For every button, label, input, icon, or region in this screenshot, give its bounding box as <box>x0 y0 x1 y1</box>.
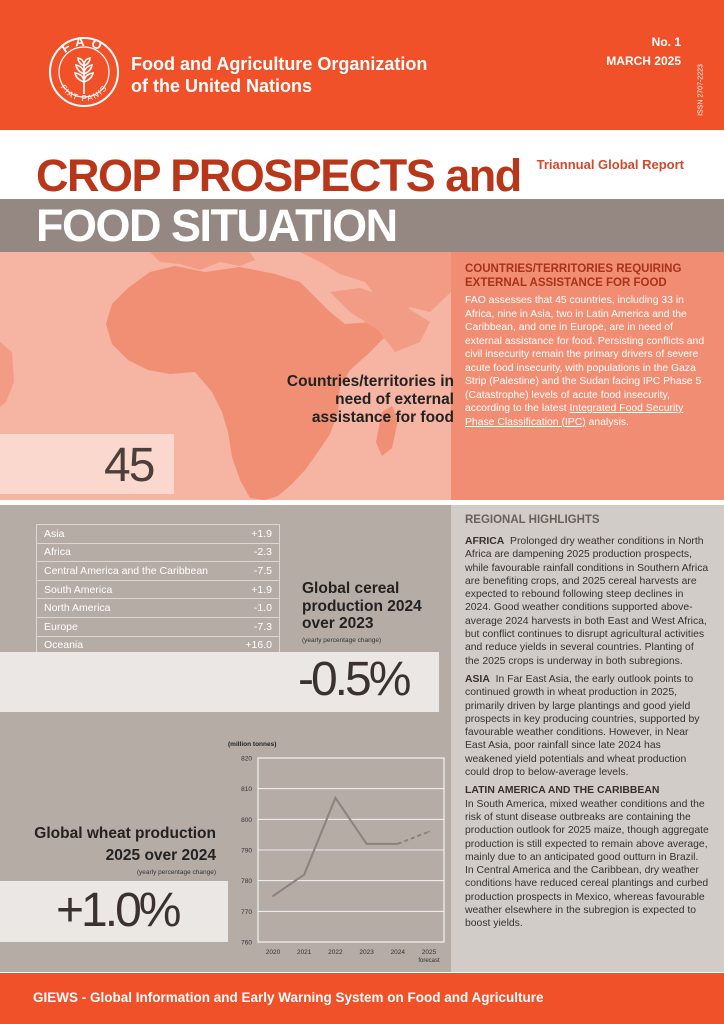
chart-x-tick-label: 2023 <box>359 949 374 956</box>
regional-lac: LATIN AMERICA AND THE CARIBBEAN In South … <box>465 784 709 930</box>
chart-y-axis-label: (million tonnes) <box>228 741 276 748</box>
title-band <box>0 199 724 252</box>
region-row: Asia +1.9 <box>36 524 281 544</box>
chart-y-tick-label: 810 <box>241 786 252 793</box>
issn-label: ISSN 2707-2223 <box>694 58 708 122</box>
region-row: Africa -2.3 <box>36 543 281 563</box>
section-divider <box>0 500 724 505</box>
chart-y-tick-label: 770 <box>241 909 252 916</box>
region-name: Europe <box>36 617 235 637</box>
org-name-line1: Food and Agriculture Organization <box>131 54 428 74</box>
footer-band <box>0 973 724 1024</box>
regional-body: AFRICA Prolonged dry weather conditions … <box>465 535 709 936</box>
chart-data-point <box>396 842 399 845</box>
wheat-heading-line1: Global wheat production <box>34 825 216 842</box>
region-value: -7.3 <box>234 617 281 637</box>
chart-data-point <box>272 895 274 897</box>
assistance-panel-title: COUNTRIES/TERRITORIES REQUIRING EXTERNAL… <box>465 263 682 289</box>
fao-logo-icon: FAO FIAT PANIS <box>49 36 119 107</box>
region-row: Central America and the Caribbean -7.5 <box>36 561 281 581</box>
svg-text:FAO: FAO <box>58 36 109 56</box>
cereal-heading: Global cereal production 2024 over 2023 <box>302 580 422 632</box>
cereal-value-band-left <box>0 652 36 712</box>
region-row: Europe -7.3 <box>36 617 281 637</box>
issue-info: No. 1 MARCH 2025 <box>606 33 681 71</box>
organization-name: Food and Agriculture Organization of the… <box>131 53 427 97</box>
assistance-text: FAO assesses that 45 countries, includin… <box>465 295 705 414</box>
chart-x-tick-label: 2020 <box>266 949 281 956</box>
asia-text: In Far East Asia, the early outlook poin… <box>465 673 700 779</box>
region-value: -2.3 <box>234 543 281 563</box>
region-value: -7.5 <box>234 561 281 581</box>
chart-data-point <box>334 796 337 799</box>
chart-data-point <box>365 842 368 845</box>
chart-y-tick-label: 760 <box>241 940 252 947</box>
chart-x-tick-label: 2025 <box>422 949 437 956</box>
wheat-note: (yearly percentage change) <box>136 869 216 876</box>
org-name-line2: of the United Nations <box>131 76 312 96</box>
wheat-heading-line2: 2025 over 2024 <box>105 847 216 864</box>
footer-text: GIEWS - Global Information and Early War… <box>33 990 544 1005</box>
region-row: North America -1.0 <box>36 598 281 618</box>
asia-label: ASIA <box>465 673 490 685</box>
cereal-value: -0.5% <box>298 653 411 706</box>
chart-y-tick-label: 820 <box>241 756 252 763</box>
region-name: South America <box>36 580 235 600</box>
header-band <box>0 0 724 130</box>
region-value: +1.9 <box>234 580 281 600</box>
africa-text: Prolonged dry weather conditions in Nort… <box>465 536 709 667</box>
chart-y-tick-label: 790 <box>241 848 252 855</box>
chart-x-tick-label: 2022 <box>328 949 343 956</box>
ipc-link[interactable]: Integrated Food Security Phase Classific… <box>465 403 684 428</box>
chart-series-line <box>272 795 398 897</box>
chart-y-tick-label: 780 <box>241 878 252 885</box>
wheat-value-band <box>0 881 228 942</box>
region-name: Central America and the Caribbean <box>36 561 235 581</box>
region-value: +1.9 <box>234 524 281 544</box>
footer-divider <box>0 972 724 973</box>
issn-text: ISSN 2707-2223 <box>697 64 705 116</box>
report-type: Triannual Global Report <box>536 157 684 172</box>
chart-y-tick-label: 800 <box>241 817 252 824</box>
africa-map-icon <box>0 252 451 500</box>
chart-x-tick-label: 2024 <box>391 949 406 956</box>
assistance-text-panel <box>451 252 724 500</box>
chart-x-tick-sublabel: forecast <box>418 958 440 964</box>
regional-highlights-panel <box>451 500 724 972</box>
wheat-chart: 760 770 780 790 800 810 820 (million tonnes) 202… <box>228 741 445 964</box>
title-line2: FOOD SITUATION <box>36 200 398 251</box>
assistance-value: 45 <box>104 439 155 492</box>
assistance-heading: Countries/territories in need of externa… <box>286 373 454 426</box>
assistance-text-tail: analysis. <box>585 416 630 428</box>
africa-label: AFRICA <box>465 536 505 547</box>
assistance-value-box <box>0 434 174 494</box>
region-name: North America <box>36 598 235 618</box>
lac-label: LATIN AMERICA AND THE CARIBBEAN <box>465 785 660 797</box>
cereal-value-band <box>36 652 439 712</box>
chart-x-tick-label: 2021 <box>297 949 312 956</box>
region-name: Africa <box>36 543 235 563</box>
region-name: Asia <box>36 524 235 544</box>
wheat-heading: Global wheat production 2025 over 2024 <box>0 823 216 867</box>
chart-data-point <box>303 873 306 876</box>
regional-africa: AFRICA Prolonged dry weather conditions … <box>465 535 709 668</box>
regional-title: REGIONAL HIGHLIGHTS <box>465 514 600 526</box>
issue-number: No. 1 <box>651 35 681 49</box>
chart-data-point <box>428 830 430 833</box>
region-value: -1.0 <box>234 598 281 618</box>
chart-forecast-line <box>397 830 430 845</box>
lac-text: In South America, mixed weather conditio… <box>465 798 709 930</box>
regional-asia: ASIA In Far East Asia, the early outlook… <box>465 673 709 779</box>
wheat-value: +1.0% <box>56 884 181 937</box>
cereal-note: (yearly percentage change) <box>302 637 382 644</box>
issue-date: MARCH 2025 <box>606 54 681 68</box>
assistance-panel-text: FAO assesses that 45 countries, includin… <box>465 294 709 429</box>
region-row: South America +1.9 <box>36 580 281 600</box>
title-line1: CROP PROSPECTS and <box>36 150 522 201</box>
